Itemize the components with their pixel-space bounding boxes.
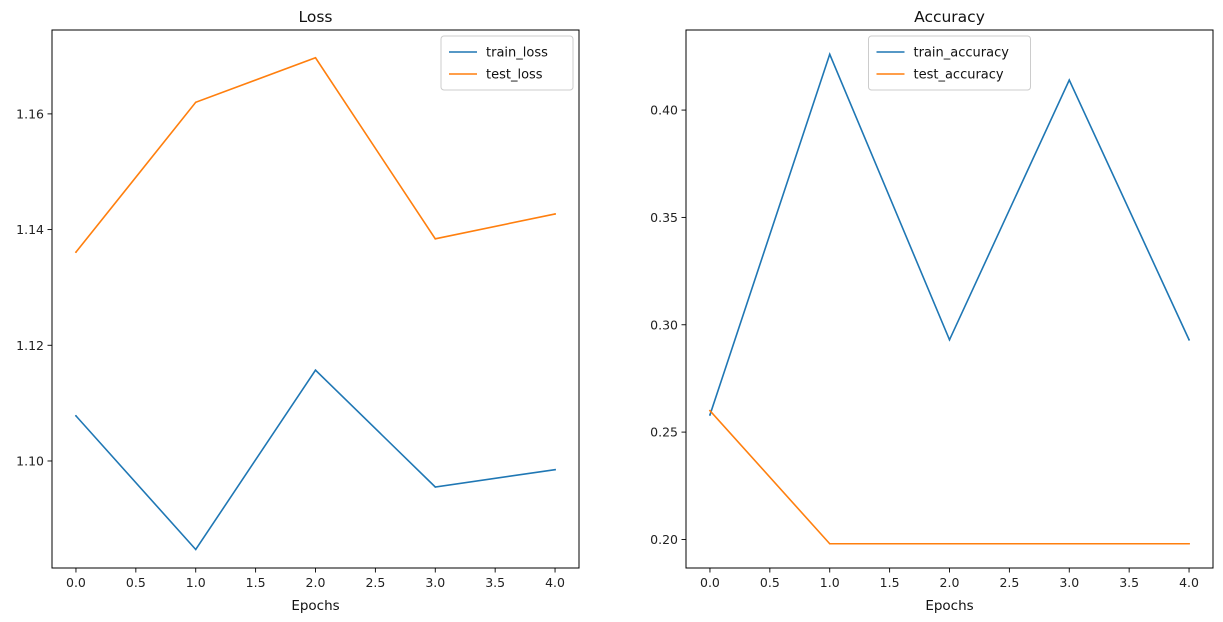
x-tick-label: 1.5 <box>880 575 900 590</box>
axes-frame <box>685 29 1214 569</box>
y-tick-label: 0.35 <box>650 210 678 225</box>
x-tick-label: 2.5 <box>999 575 1019 590</box>
data-point-test_accuracy <box>709 409 711 412</box>
legend-label: train_loss <box>486 46 548 61</box>
data-point-train_accuracy <box>1188 338 1190 341</box>
data-point-test_accuracy <box>1188 542 1190 545</box>
data-point-train_accuracy <box>709 414 711 416</box>
x-axis-label: Epochs <box>291 598 339 614</box>
data-point-train_loss <box>75 415 77 417</box>
axes-frame <box>51 29 580 569</box>
y-tick-label: 1.14 <box>16 222 44 237</box>
legend: train_accuracy test_accuracy <box>868 35 1031 91</box>
x-tick-label: 1.0 <box>186 575 206 590</box>
y-tick-label: 0.30 <box>650 317 678 332</box>
y-tick-label: 1.12 <box>16 338 44 353</box>
x-tick-label: 2.0 <box>306 575 326 590</box>
x-tick-label: 3.5 <box>1119 575 1139 590</box>
x-tick-label: 0.5 <box>760 575 780 590</box>
data-point-test_loss <box>314 56 317 59</box>
data-point-test_accuracy <box>1068 542 1071 545</box>
x-tick-label: 1.5 <box>246 575 266 590</box>
x-tick-label: 0.0 <box>700 575 720 590</box>
x-tick-label: 2.0 <box>940 575 960 590</box>
series-line-train_loss <box>74 368 556 551</box>
data-point-train_accuracy <box>1068 79 1071 81</box>
legend-box <box>440 35 574 91</box>
series-line-test_accuracy <box>708 409 1190 545</box>
y-tick-label: 0.25 <box>650 425 678 440</box>
chart-title: Accuracy <box>914 8 985 26</box>
legend-label: test_accuracy <box>914 68 1004 83</box>
y-tick-label: 1.16 <box>16 106 44 121</box>
legend-box <box>868 35 1031 91</box>
data-point-test_accuracy <box>828 542 831 545</box>
data-point-train_loss <box>434 486 437 488</box>
chart-panel-accuracy: 0.0 0.5 1.0 1.5 2.0 2.5 3.0 3.5 4.0 0.20 0.25 0.30 0… <box>650 8 1214 614</box>
data-point-train_accuracy <box>828 53 831 56</box>
data-point-train_loss <box>554 468 556 471</box>
x-tick-label: 3.0 <box>425 575 445 590</box>
x-tick-label: 0.5 <box>126 575 146 590</box>
legend: train_loss test_loss <box>440 35 574 91</box>
data-point-test_accuracy <box>948 542 951 545</box>
y-tick-label: 0.40 <box>650 103 678 118</box>
x-tick-label: 3.0 <box>1059 575 1079 590</box>
x-tick-label: 4.0 <box>1179 575 1199 590</box>
legend-label: train_accuracy <box>914 46 1010 61</box>
x-tick-label: 0.0 <box>66 575 86 590</box>
legend-label: test_loss <box>486 68 543 83</box>
x-axis-label: Epochs <box>925 598 973 614</box>
x-tick-label: 1.0 <box>820 575 840 590</box>
x-tick-label: 2.5 <box>365 575 385 590</box>
data-point-train_loss <box>314 369 317 371</box>
chart-title: Loss <box>299 8 333 26</box>
data-point-test_loss <box>434 238 437 240</box>
data-point-test_loss <box>554 213 556 215</box>
data-point-train_accuracy <box>948 338 951 341</box>
x-tick-label: 3.5 <box>485 575 505 590</box>
chart-panel-loss: 0.0 0.5 1.0 1.5 2.0 2.5 3.0 3.5 4.0 1.10 1.12 1.14 1… <box>16 8 580 614</box>
y-tick-label: 0.20 <box>650 532 678 547</box>
y-tick-label: 1.10 <box>16 453 44 468</box>
data-point-test_loss <box>75 251 77 253</box>
data-point-train_loss <box>194 548 197 551</box>
data-point-test_loss <box>194 101 197 104</box>
series-line-train_accuracy <box>708 51 1191 416</box>
x-tick-label: 4.0 <box>545 575 565 590</box>
